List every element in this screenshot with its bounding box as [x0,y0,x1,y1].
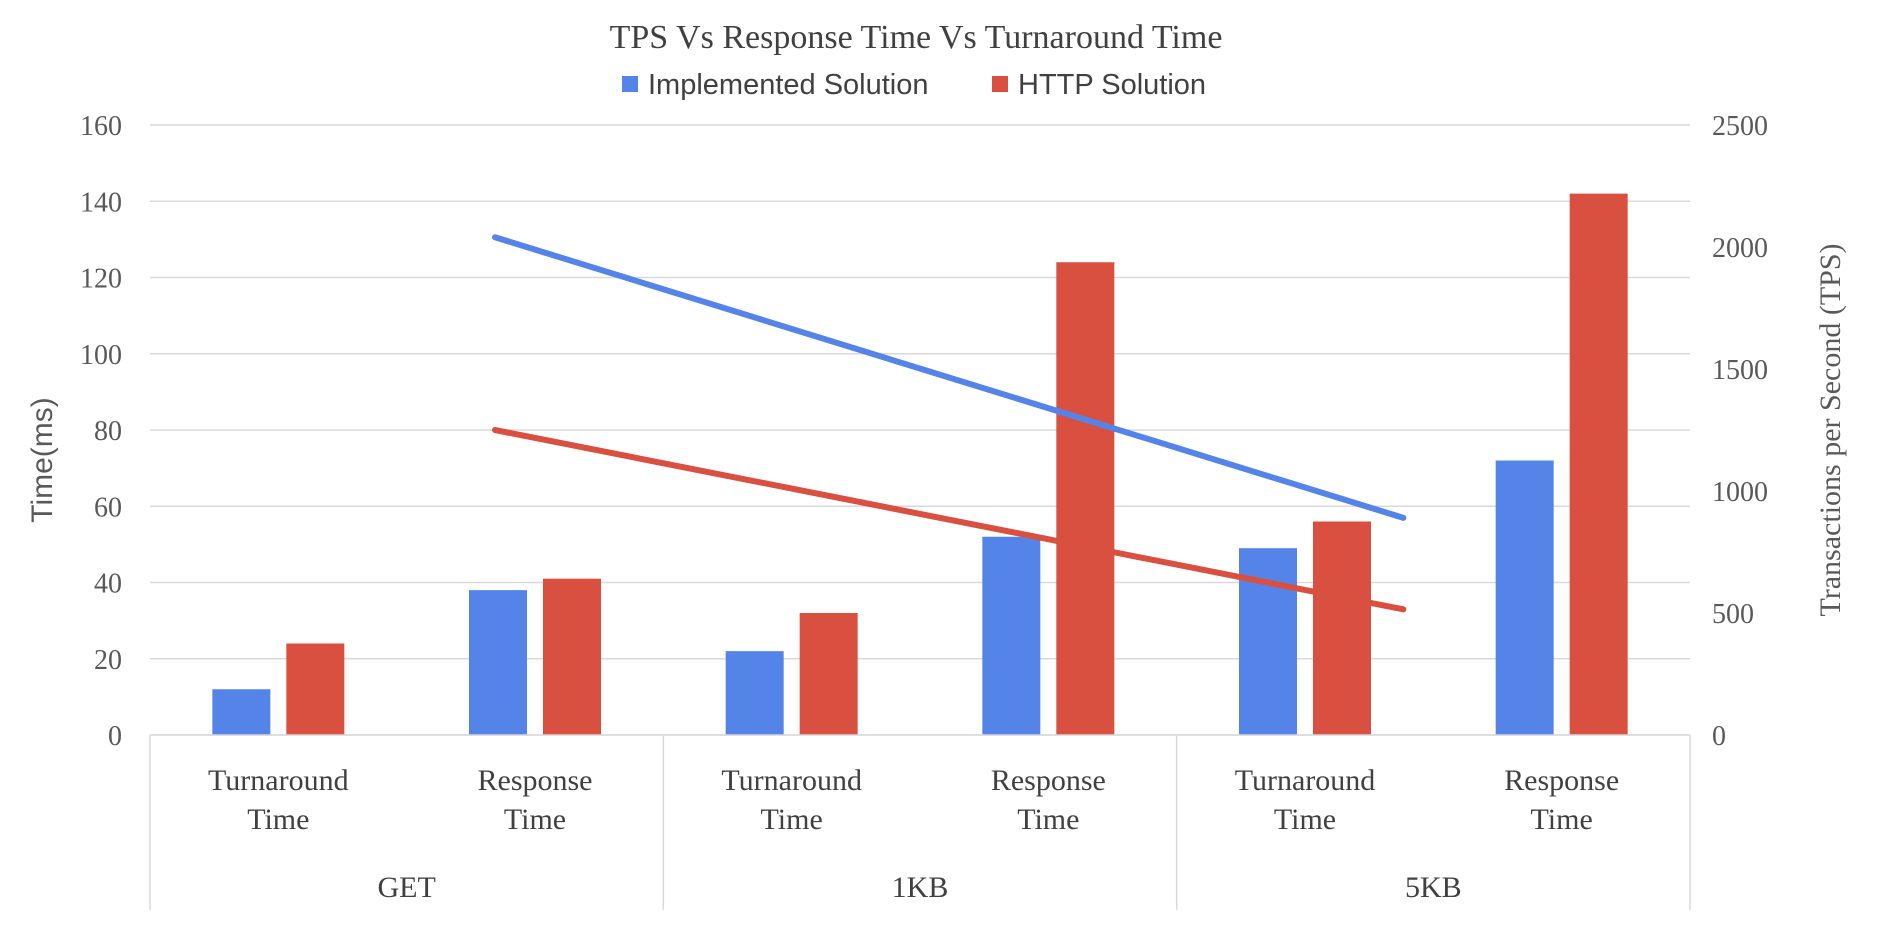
y2-tick-label: 0 [1712,721,1726,752]
x-tick-label: Turnaround Time [1235,764,1376,836]
bar [799,613,858,735]
y-tick-label: 140 [80,187,122,218]
x-tick-label: Response Time [478,764,593,836]
bars [212,193,1628,735]
tps-lines [492,234,1407,613]
x-tick-label: Response Time [991,764,1106,836]
y-tick-label: 40 [94,569,122,600]
y-tick-label: 120 [80,264,122,295]
legend-swatch [622,76,638,92]
y-axis-title: Time(ms) [26,397,59,523]
x-tick-label: Response Time [1504,764,1619,836]
y-tick-label: 0 [108,721,122,752]
bar [1313,521,1371,735]
y-tick-label: 60 [94,492,122,523]
y-tick-label: 20 [94,645,122,676]
bar [543,578,601,735]
legend-label: Implemented Solution [648,69,929,101]
bar [982,536,1041,735]
group-label: GET [378,871,436,904]
tps-line [492,234,1407,521]
y2-tick-label: 500 [1712,599,1754,630]
y2-tick-label: 2500 [1712,111,1768,142]
group-label: 5KB [1405,871,1462,904]
bar [1569,193,1628,735]
legend: Implemented Solution HTTP Solution [622,69,1206,101]
y-tick-label: 80 [94,416,122,447]
y2-tick-label: 1500 [1712,355,1768,386]
bar [469,590,527,735]
bar [286,643,345,735]
bar [212,689,271,735]
x-tick-label: Turnaround Time [208,764,349,836]
bar [1495,460,1554,735]
chart-title: TPS Vs Response Time Vs Turnaround Time [610,19,1223,56]
bar [1056,262,1115,735]
legend-item: Implemented Solution [622,69,929,101]
y2-tick-label: 2000 [1712,233,1768,264]
y-tick-label: 160 [80,111,122,142]
group-label: 1KB [892,871,949,904]
axes: 0 20 40 60 80 100 120 140 160 0 500 1000 1500 2000 250… [80,111,1768,910]
legend-swatch [992,76,1008,92]
y-tick-label: 100 [80,340,122,371]
tps-line [492,427,1407,613]
x-tick-label: Turnaround Time [721,764,862,836]
bar [725,651,784,735]
y2-axis-title: Transactions per Second (TPS) [1814,243,1847,616]
legend-label: HTTP Solution [1018,69,1206,101]
gridlines [150,124,1690,736]
legend-item: HTTP Solution [992,69,1206,101]
y2-tick-label: 1000 [1712,477,1768,508]
